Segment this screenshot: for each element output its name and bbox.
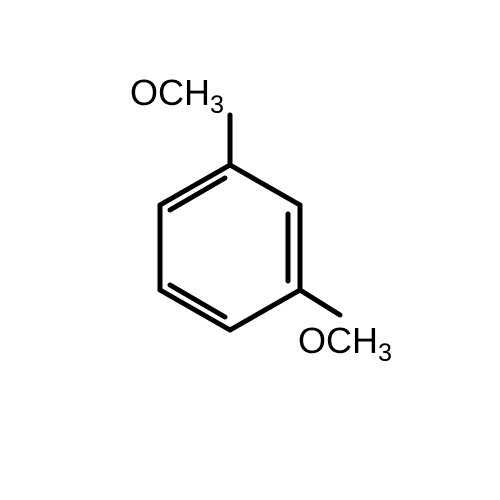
substituent-bond-right	[300, 290, 340, 315]
label-right-subscript: 3	[378, 339, 392, 367]
bond-c1-c2	[230, 165, 300, 205]
label-top-prefix: OCH	[130, 72, 210, 113]
label-right-prefix: OCH	[298, 320, 378, 361]
label-top-subscript: 3	[210, 91, 224, 119]
bond-c6-c1	[160, 165, 230, 205]
bond-c3-c4	[230, 290, 300, 330]
benzene-ring	[160, 115, 340, 330]
label-och3-right: OCH3	[298, 320, 392, 368]
molecule-diagram	[0, 0, 500, 500]
bond-c4-c5	[160, 290, 230, 330]
label-och3-top: OCH3	[130, 72, 224, 120]
